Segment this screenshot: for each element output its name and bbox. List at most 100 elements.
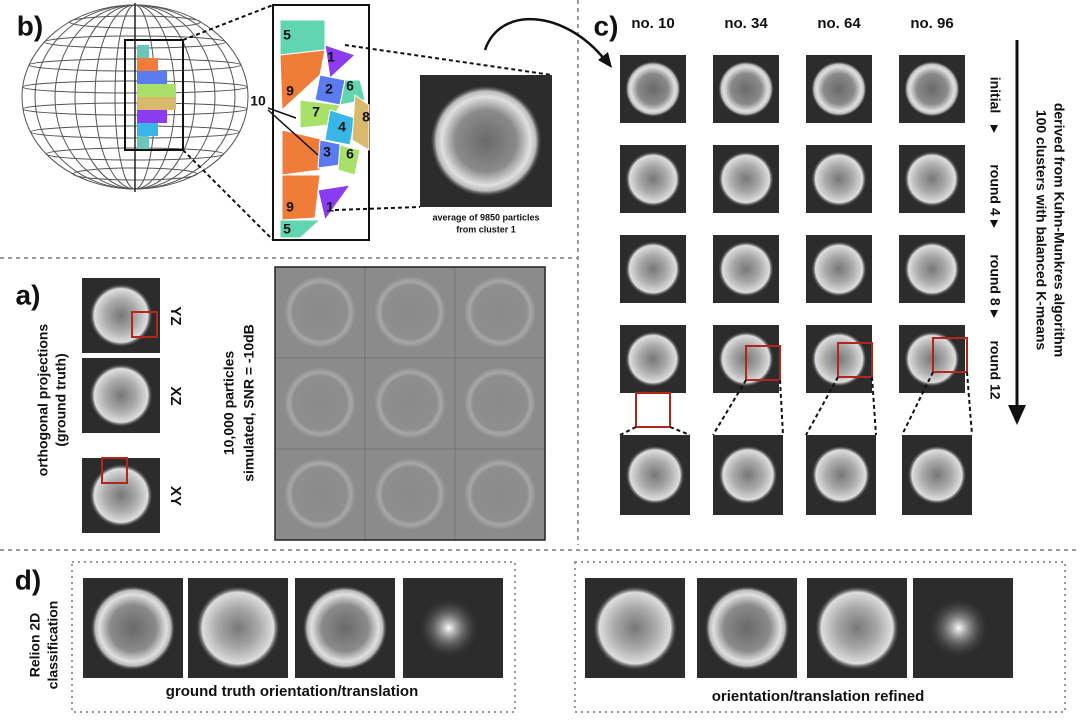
zoom-line: [966, 371, 973, 436]
cell-number: 9: [286, 83, 294, 99]
cell: [281, 129, 326, 176]
pointer: [267, 109, 319, 156]
class-average-particle: [411, 586, 495, 670]
highlight: [101, 457, 128, 484]
vertical-label: XY: [167, 486, 184, 506]
cell: [137, 110, 167, 123]
cluster-image-particle: [904, 61, 960, 117]
zoom-image-particle: [811, 445, 871, 505]
highlight: [635, 392, 671, 428]
zoom-line: [182, 149, 274, 241]
average-image-particle: [430, 85, 542, 197]
class-average-particle: [921, 586, 1005, 670]
class-average-particle: [705, 586, 789, 670]
zoom-line: [344, 44, 553, 76]
cell-number: 9: [286, 199, 294, 215]
cell: [324, 44, 356, 80]
cluster-image-particle: [811, 241, 867, 297]
flow-arrow-head: [1008, 405, 1026, 425]
selection-box: [124, 39, 184, 151]
cell-number: 5: [283, 221, 291, 237]
highlight: [131, 311, 158, 338]
cell-number: 3: [323, 144, 331, 160]
cell: [137, 45, 149, 58]
vertical-label: 10,000 particles: [221, 351, 237, 456]
noisy-particle: [284, 276, 356, 348]
cell: [317, 184, 352, 222]
cell: [137, 97, 176, 110]
column-header: no. 10: [631, 15, 674, 32]
class-average-particle: [91, 586, 175, 670]
vertical-label: XZ: [167, 386, 184, 405]
cluster-image-particle: [625, 61, 681, 117]
vertical-label: Relion 2D: [27, 613, 43, 678]
tile-border: [274, 266, 546, 541]
cell-number: 6: [346, 78, 354, 94]
class-average-particle: [196, 586, 280, 670]
zoom-image-particle: [907, 445, 967, 505]
cell-number: 10: [250, 93, 266, 109]
cell-number: 8: [362, 109, 370, 125]
cluster-image-particle: [904, 241, 960, 297]
class-average-particle: [593, 586, 677, 670]
vertical-label: round 12: [987, 340, 1003, 399]
zoom-image-particle: [625, 445, 685, 505]
cell: [351, 94, 370, 151]
projection-image-particle: [89, 284, 153, 347]
noisy-particle: [284, 367, 356, 439]
pointer: [267, 107, 297, 119]
cell: [137, 123, 158, 136]
cell: [281, 174, 321, 221]
noisy-particle: [374, 458, 446, 530]
vertical-label: derived from Kuhn-Munkres algorithm: [1051, 103, 1067, 357]
group-label: orientation/translation refined: [712, 688, 925, 705]
vertical-label: 100 clusters with balanced K-means: [1033, 110, 1049, 351]
cell-number: 4: [338, 119, 346, 135]
step-arrow: [990, 310, 998, 318]
arrow-head: [598, 52, 612, 68]
cluster-image-particle: [625, 331, 681, 387]
cell-number: 6: [346, 146, 354, 162]
noisy-particle: [464, 276, 536, 348]
zoom-line: [182, 4, 274, 41]
caption: average of 9850 particles: [432, 212, 539, 222]
cell-number: 5: [283, 27, 291, 43]
cell: [337, 144, 361, 176]
zoom-line: [871, 376, 877, 436]
cluster-image-particle: [811, 151, 867, 207]
vertical-label: round 8: [987, 254, 1003, 306]
zoom-line: [901, 371, 934, 436]
cell: [324, 109, 356, 146]
label: a): [16, 279, 41, 310]
step-arrow: [990, 125, 998, 133]
vertical-label: initial: [987, 77, 1003, 114]
highlight: [745, 345, 781, 381]
cell-number: 7: [312, 104, 320, 120]
cell-number: 2: [325, 81, 333, 97]
column-header: no. 96: [910, 15, 953, 32]
noisy-particle: [374, 367, 446, 439]
zoom-line: [712, 379, 747, 436]
label: c): [594, 10, 619, 41]
vertical-label: round 4: [987, 164, 1003, 216]
cell: [137, 136, 149, 149]
projection-image-particle: [89, 464, 153, 527]
cluster-image-particle: [718, 151, 774, 207]
class-average-particle: [303, 586, 387, 670]
vertical-label: YZ: [167, 306, 184, 325]
vertical-label: simulated, SNR = -10dB: [241, 324, 257, 482]
cell-number: 1: [326, 199, 334, 215]
cell: [137, 84, 176, 97]
noisy-particle: [464, 458, 536, 530]
cluster-image-particle: [811, 61, 867, 117]
step-arrow: [990, 220, 998, 228]
cluster-image-particle: [718, 241, 774, 297]
cell: [279, 219, 322, 239]
noisy-particle: [284, 458, 356, 530]
cell: [137, 71, 167, 84]
cluster-image-particle: [625, 151, 681, 207]
label: b): [17, 10, 43, 41]
vertical-label: orthogonal projections: [35, 324, 51, 477]
